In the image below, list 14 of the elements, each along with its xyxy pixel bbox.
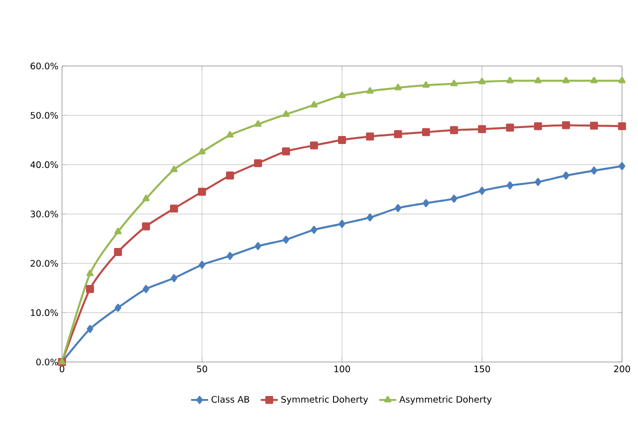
x-tick-label: 50 <box>196 366 208 372</box>
y-tick-label: 10.0% <box>30 309 58 316</box>
x-tick-label: 200 <box>614 366 630 372</box>
legend-label: Symmetric Doherty <box>281 396 368 404</box>
legend-label: Asymmetric Doherty <box>399 396 492 404</box>
y-tick-label: 60.0% <box>30 62 58 70</box>
y-tick-label: 30.0% <box>30 210 58 218</box>
x-tick-label: 150 <box>474 366 490 372</box>
y-tick-label: 20.0% <box>30 260 58 267</box>
y-tick-label: 50.0% <box>30 112 58 119</box>
x-tick-label: 100 <box>334 366 350 372</box>
y-tick-label: 40.0% <box>30 161 58 168</box>
y-tick-label: 0.0% <box>36 358 58 366</box>
legend-label: Class AB <box>212 396 250 403</box>
